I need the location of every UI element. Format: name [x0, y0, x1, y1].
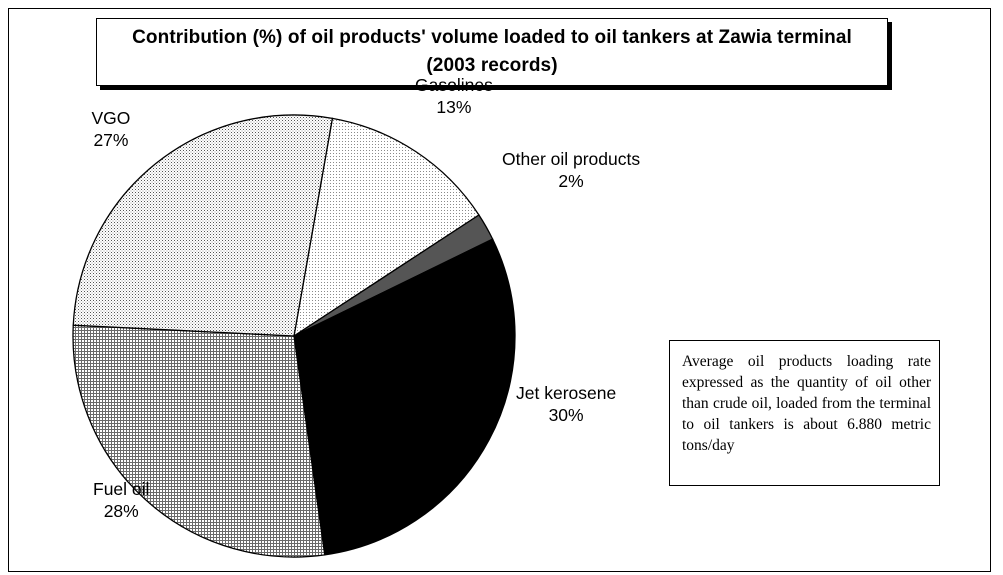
- annotation-text: Average oil products loading rate expres…: [682, 353, 931, 454]
- slice-value: 27%: [93, 130, 129, 150]
- slice-value: 2%: [558, 171, 584, 191]
- pie-slice-jet-kerosene: [293, 238, 516, 556]
- slice-label-other-oil-products: Other oil products 2%: [502, 148, 640, 192]
- slice-name: VGO: [91, 108, 131, 128]
- slice-label-vgo: VGO 27%: [92, 107, 131, 151]
- slice-value: 28%: [103, 501, 139, 521]
- annotation-box: Average oil products loading rate expres…: [669, 340, 940, 486]
- pie-slice-gasolines: [293, 117, 480, 338]
- pie-slices: [72, 114, 516, 558]
- slice-name: Jet kerosene: [516, 383, 617, 403]
- slice-label-jet-kerosene: Jet kerosene 30%: [516, 382, 616, 426]
- slice-name: Fuel oil: [93, 479, 150, 499]
- slice-value: 30%: [548, 405, 584, 425]
- slice-label-gasolines: Gasolines 13%: [415, 74, 493, 118]
- slice-label-fuel-oil: Fuel oil 28%: [93, 478, 149, 522]
- pie-slice-fuel-oil: [72, 324, 326, 558]
- pie-slice-vgo: [72, 114, 334, 337]
- chart-title: Contribution (%) of oil products' volume…: [132, 27, 852, 76]
- chart-title-box: Contribution (%) of oil products' volume…: [96, 18, 888, 86]
- slice-name: Other oil products: [502, 149, 641, 169]
- slice-name: Gasolines: [415, 75, 493, 95]
- slice-value: 13%: [436, 97, 472, 117]
